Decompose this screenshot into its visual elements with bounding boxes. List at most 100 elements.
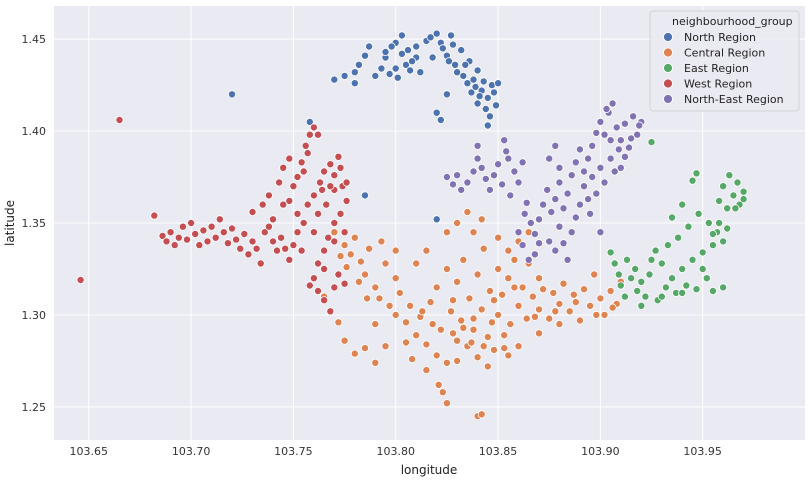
data-point — [275, 178, 284, 187]
data-point — [438, 388, 447, 397]
data-point — [491, 101, 500, 110]
data-point — [363, 294, 372, 303]
data-point — [371, 283, 380, 292]
data-point — [330, 171, 339, 180]
data-point — [232, 235, 241, 244]
data-point — [408, 355, 417, 364]
data-point — [354, 60, 363, 69]
legend-marker — [663, 32, 673, 42]
data-point — [211, 233, 220, 242]
data-point — [371, 358, 380, 367]
data-point — [313, 286, 322, 295]
data-point — [555, 320, 564, 329]
data-point — [678, 200, 687, 209]
data-point — [428, 320, 437, 329]
data-point — [174, 233, 183, 242]
data-point — [360, 51, 369, 60]
data-point — [391, 64, 400, 73]
data-point — [469, 314, 478, 323]
data-point — [555, 178, 564, 187]
data-point — [475, 92, 484, 101]
data-point — [330, 283, 339, 292]
data-point — [446, 307, 455, 316]
data-point — [580, 182, 589, 191]
data-point — [381, 259, 390, 268]
data-point — [313, 259, 322, 268]
data-point — [590, 270, 599, 279]
x-axis-label: longitude — [401, 463, 458, 477]
data-point — [518, 158, 527, 167]
data-point — [360, 270, 369, 279]
data-point — [663, 241, 672, 250]
data-point — [719, 182, 728, 191]
data-point — [514, 342, 523, 351]
data-point — [514, 178, 523, 187]
data-point — [330, 237, 339, 246]
data-point — [236, 244, 245, 253]
data-point — [299, 218, 308, 227]
data-point — [240, 229, 249, 238]
data-point — [334, 152, 343, 161]
legend-marker — [663, 63, 673, 73]
data-point — [715, 196, 724, 205]
data-point — [305, 281, 314, 290]
data-point — [657, 292, 666, 301]
legend-entry-label: West Region — [684, 78, 752, 91]
data-point — [395, 288, 404, 297]
data-point — [371, 71, 380, 80]
data-point — [719, 237, 728, 246]
data-point — [522, 314, 531, 323]
data-point — [416, 68, 425, 77]
data-point — [545, 154, 554, 163]
data-point — [406, 301, 415, 310]
data-point — [704, 218, 713, 227]
data-point — [635, 121, 644, 130]
data-point — [301, 141, 310, 150]
data-point — [698, 264, 707, 273]
data-point — [340, 228, 349, 237]
data-point — [76, 275, 85, 284]
data-point — [279, 163, 288, 172]
data-point — [596, 117, 605, 126]
data-point — [610, 259, 619, 268]
data-point — [616, 281, 625, 290]
data-point — [600, 310, 609, 319]
data-point — [473, 141, 482, 150]
data-point — [555, 299, 564, 308]
data-point — [725, 171, 734, 180]
data-point — [309, 191, 318, 200]
data-point — [494, 233, 503, 242]
data-point — [313, 209, 322, 218]
data-point — [485, 286, 494, 295]
data-point — [647, 138, 656, 147]
data-point — [723, 204, 732, 213]
data-point — [115, 116, 124, 125]
data-point — [256, 259, 265, 268]
data-point — [342, 263, 351, 272]
data-point — [575, 200, 584, 209]
data-point — [600, 130, 609, 139]
data-point — [504, 246, 513, 255]
data-point — [473, 99, 482, 108]
data-point — [446, 31, 455, 40]
data-point — [633, 286, 642, 295]
data-point — [620, 119, 629, 128]
series-0 — [227, 29, 503, 224]
data-point — [614, 145, 623, 154]
data-point — [498, 180, 507, 189]
data-point — [678, 264, 687, 273]
data-point — [285, 196, 294, 205]
data-point — [571, 298, 580, 307]
data-point — [336, 163, 345, 172]
data-point — [500, 136, 509, 145]
data-point — [166, 228, 175, 237]
data-point — [453, 171, 462, 180]
data-point — [483, 332, 492, 341]
data-point — [473, 353, 482, 362]
data-point — [305, 117, 314, 126]
data-point — [559, 239, 568, 248]
data-point — [731, 204, 740, 213]
data-point — [535, 239, 544, 248]
data-point — [688, 176, 697, 185]
data-point — [596, 163, 605, 172]
